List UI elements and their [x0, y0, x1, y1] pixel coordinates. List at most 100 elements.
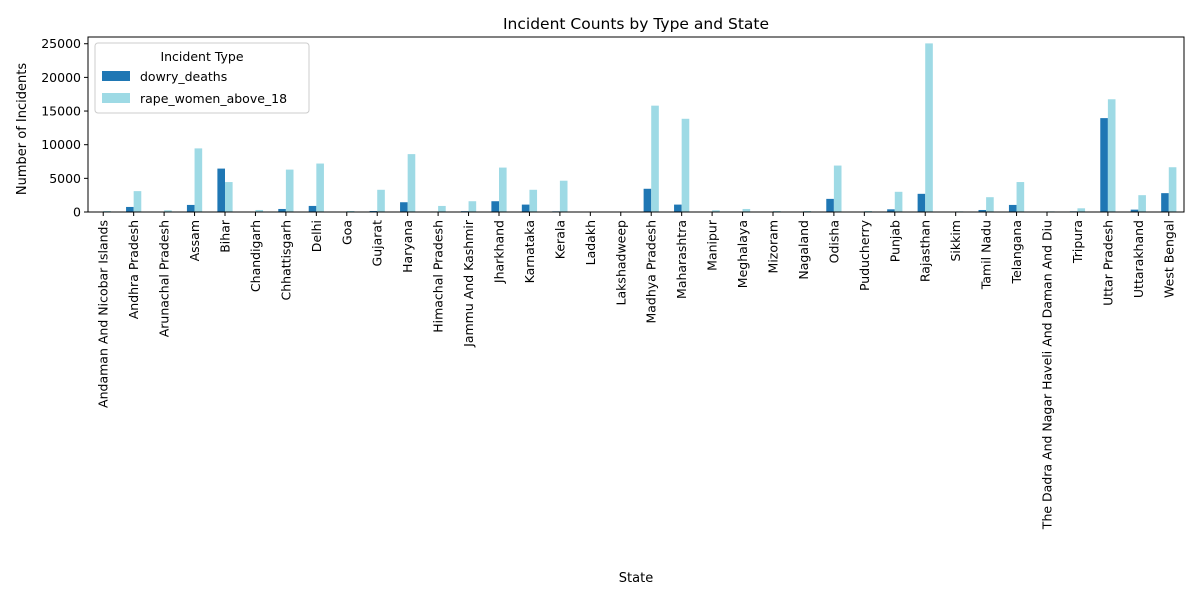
bar-rape-women-above-18-bihar [225, 182, 233, 212]
bar-rape-women-above-18-haryana [407, 154, 416, 212]
x-tick-label-himachal-pradesh: Himachal Pradesh [431, 220, 446, 333]
bar-rape-women-above-18-uttar-pradesh [1107, 99, 1116, 212]
x-tick-label-odisha: Odisha [826, 220, 841, 263]
bar-rape-women-above-18-rajasthan [925, 43, 933, 212]
bar-dowry-deaths-bihar [217, 168, 225, 212]
chart-title: Incident Counts by Type and State [503, 15, 769, 33]
bar-rape-women-above-18-maharashtra [681, 118, 690, 212]
x-tick-label-tripura: Tripura [1070, 220, 1085, 264]
x-tick-label-assam: Assam [187, 220, 202, 261]
x-tick-label-andhra-pradesh: Andhra Pradesh [126, 220, 141, 319]
bar-dowry-deaths-haryana [400, 202, 408, 212]
x-tick-label-delhi: Delhi [309, 220, 324, 252]
x-tick-label-madhya-pradesh: Madhya Pradesh [644, 220, 659, 324]
legend-label-dowry-deaths: dowry_deaths [140, 69, 227, 84]
bar-rape-women-above-18-assam [194, 148, 203, 212]
x-tick-label-haryana: Haryana [400, 220, 415, 273]
x-tick-label-telangana: Telangana [1009, 220, 1024, 284]
bar-dowry-deaths-maharashtra [674, 204, 682, 212]
bar-dowry-deaths-madhya-pradesh [643, 188, 652, 212]
bar-rape-women-above-18-andhra-pradesh [133, 191, 142, 212]
bar-dowry-deaths-odisha [826, 198, 834, 213]
bar-dowry-deaths-gujarat [369, 210, 378, 212]
x-tick-label-ladakh: Ladakh [583, 220, 598, 265]
bar-dowry-deaths-telangana [1008, 204, 1017, 212]
plot-area: 0 5000 10000 15000 20000 25000 Andaman And Nic… [41, 36, 1177, 530]
legend-swatch-dowry-deaths [102, 71, 130, 81]
x-tick-label-chhattisgarh: Chhattisgarh [278, 220, 293, 300]
x-axis-label: State [619, 571, 653, 586]
legend-label-rape-women-above-18: rape_women_above_18 [140, 91, 287, 106]
bar-rape-women-above-18-mizoram [773, 210, 781, 212]
bar-rape-women-above-18-arunachal-pradesh [164, 210, 172, 212]
bar-rape-women-above-18-kerala [559, 180, 568, 212]
bar-dowry-deaths-uttarakhand [1130, 209, 1139, 212]
legend-frame [94, 42, 310, 114]
bar-dowry-deaths-uttar-pradesh [1100, 118, 1108, 212]
x-tick-label-the-dadra-and-nagar-haveli-and-daman-and-diu: The Dadra And Nagar Haveli And Daman And… [1040, 220, 1055, 530]
bar-rape-women-above-18-chandigarh [255, 209, 264, 212]
legend: Incident Type dowry_deaths rape_women_ab… [94, 42, 310, 114]
bar-rape-women-above-18-west-bengal [1168, 167, 1177, 212]
bar-rape-women-above-18-andaman-and-nicobar-islands [103, 210, 111, 212]
x-tick-label-jammu-and-kashmir: Jammu And Kashmir [461, 219, 476, 348]
x-tick-label-arunachal-pradesh: Arunachal Pradesh [157, 220, 172, 337]
bar-rape-women-above-18-karnataka [529, 189, 538, 212]
bar-dowry-deaths-andhra-pradesh [126, 206, 134, 212]
x-tick-label-west-bengal: West Bengal [1161, 220, 1176, 298]
bar-rape-women-above-18-himachal-pradesh [438, 205, 446, 212]
legend-swatch-rape-women-above-18 [102, 93, 130, 103]
bar-rape-women-above-18-tripura [1077, 208, 1086, 212]
bar-rape-women-above-18-chhattisgarh [285, 169, 294, 212]
x-tick-label-punjab: Punjab [887, 220, 902, 262]
x-tick-label-gujarat: Gujarat [370, 220, 385, 267]
bar-dowry-deaths-delhi [308, 205, 317, 212]
bar-rape-women-above-18-uttarakhand [1138, 195, 1146, 212]
bar-dowry-deaths-jharkhand [491, 201, 499, 212]
x-tick-label-uttarakhand: Uttarakhand [1131, 220, 1146, 298]
y-tick-label: 25000 [41, 36, 81, 51]
bar-rape-women-above-18-odisha [833, 165, 842, 212]
y-tick-label: 15000 [41, 104, 81, 119]
bar-rape-women-above-18-puducherry [864, 210, 872, 212]
bar-rape-women-above-18-nagaland [803, 210, 812, 212]
x-tick-label-puducherry: Puducherry [857, 219, 872, 291]
x-tick-label-chandigarh: Chandigarh [248, 220, 263, 292]
bar-rape-women-above-18-delhi [316, 163, 324, 212]
x-tick-label-mizoram: Mizoram [766, 220, 781, 273]
bar-dowry-deaths-tamil-nadu [978, 209, 987, 212]
y-axis-label: Number of Incidents [15, 63, 30, 195]
x-tick-label-nagaland: Nagaland [796, 220, 811, 280]
x-tick-label-manipur: Manipur [705, 219, 720, 271]
bar-rape-women-above-18-manipur [712, 210, 720, 212]
x-tick-label-bihar: Bihar [218, 219, 233, 253]
x-tick-label-maharashtra: Maharashtra [674, 220, 689, 299]
x-tick-label-jharkhand: Jharkhand [492, 220, 507, 284]
y-tick-label: 20000 [41, 70, 81, 85]
y-tick-label: 5000 [49, 171, 81, 186]
axes-frame [87, 36, 1185, 213]
x-tick-label-lakshadweep: Lakshadweep [613, 220, 628, 305]
bar-dowry-deaths-punjab [887, 209, 895, 212]
bar-dowry-deaths-chhattisgarh [278, 208, 286, 212]
x-tick-label-rajasthan: Rajasthan [918, 220, 933, 282]
x-tick-label-karnataka: Karnataka [522, 220, 537, 283]
bar-dowry-deaths-assam [186, 204, 195, 212]
bar-rape-women-above-18-goa [346, 210, 355, 212]
bar-rape-women-above-18-jharkhand [499, 167, 507, 212]
x-tick-label-kerala: Kerala [552, 220, 567, 259]
bar-dowry-deaths-karnataka [521, 204, 530, 212]
bar-rape-women-above-18-jammu-and-kashmir [468, 201, 477, 212]
bar-rape-women-above-18-gujarat [377, 189, 385, 212]
bar-rape-women-above-18-meghalaya [742, 208, 751, 212]
y-tick-label: 10000 [41, 137, 81, 152]
x-tick-label-sikkim: Sikkim [948, 220, 963, 262]
legend-title: Incident Type [160, 49, 243, 64]
x-tick-label-tamil-nadu: Tamil Nadu [979, 220, 994, 290]
bar-rape-women-above-18-madhya-pradesh [651, 105, 659, 212]
bar-rape-women-above-18-punjab [894, 191, 903, 212]
bar-dowry-deaths-west-bengal [1161, 193, 1169, 212]
x-tick-label-goa: Goa [339, 220, 354, 245]
x-tick-label-andaman-and-nicobar-islands: Andaman And Nicobar Islands [96, 220, 111, 408]
